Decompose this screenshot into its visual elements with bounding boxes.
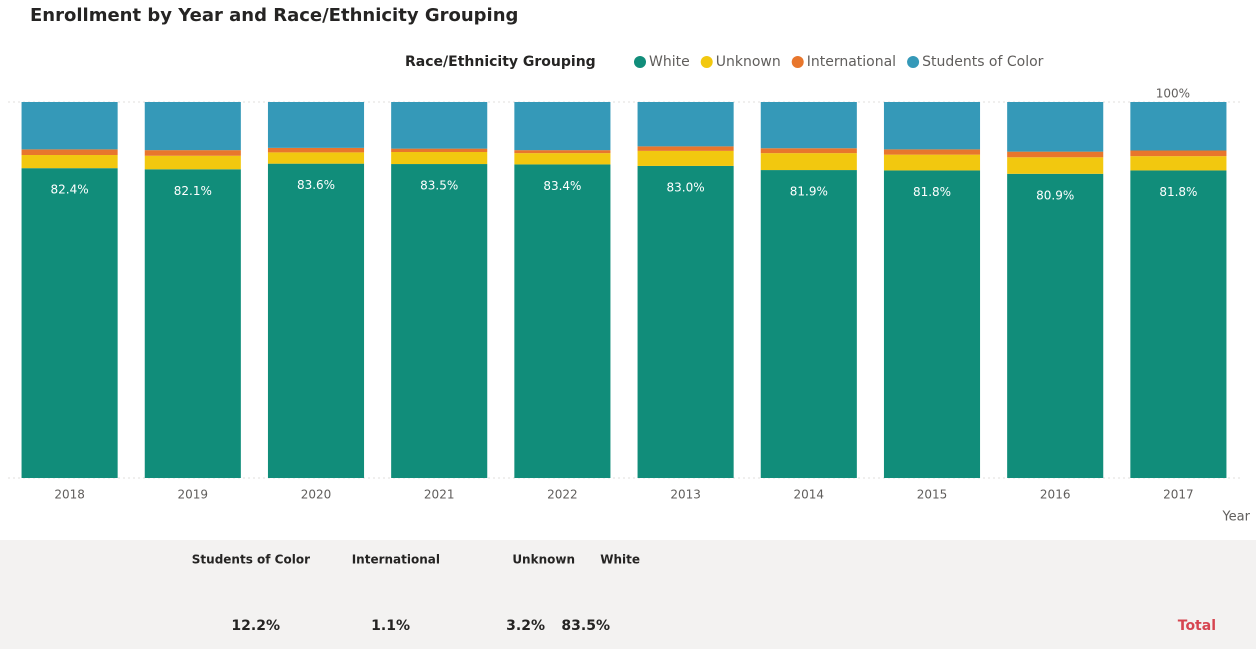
- bar-segment: [1007, 152, 1103, 158]
- data-label: 83.0%: [667, 180, 705, 194]
- legend-marker: [907, 56, 919, 68]
- data-label: 83.5%: [420, 179, 458, 193]
- bar-segment: [638, 166, 734, 478]
- data-label: 82.1%: [174, 184, 212, 198]
- dashboard: Enrollment by Year and Race/Ethnicity Gr…: [0, 0, 1256, 649]
- x-tick-label: 2017: [1163, 488, 1194, 502]
- table-header: International: [352, 553, 440, 567]
- table-total-label: Total: [1178, 618, 1216, 634]
- bar-segment: [884, 102, 980, 149]
- x-tick-label: 2015: [917, 488, 948, 502]
- bar-segment: [884, 170, 980, 478]
- bar-segment: [145, 102, 241, 150]
- y-tick-label: 100%: [1156, 87, 1190, 101]
- legend-title: Race/Ethnicity Grouping: [405, 54, 596, 70]
- bar-segment: [761, 170, 857, 478]
- data-label: 81.8%: [913, 185, 951, 199]
- bar-segment: [1130, 156, 1226, 170]
- bar-segment: [1007, 102, 1103, 152]
- bar-segment: [761, 148, 857, 153]
- table-header: Unknown: [512, 553, 575, 567]
- bar-segment: [514, 150, 610, 153]
- bar-segment: [761, 153, 857, 170]
- x-tick-label: 2019: [178, 488, 209, 502]
- table-total: 1.1%: [371, 618, 410, 634]
- bar-segment: [145, 156, 241, 170]
- data-label: 82.4%: [51, 183, 89, 197]
- legend-marker: [701, 56, 713, 68]
- x-tick-label: 2016: [1040, 488, 1071, 502]
- data-label: 83.4%: [543, 179, 581, 193]
- bar-segment: [884, 155, 980, 171]
- data-label: 80.9%: [1036, 188, 1074, 202]
- data-label: 81.8%: [1159, 185, 1197, 199]
- bar-segment: [391, 152, 487, 164]
- x-tick-label: 2018: [54, 488, 85, 502]
- bar-segment: [761, 102, 857, 148]
- bar-segment: [22, 149, 118, 155]
- bar-segment: [514, 153, 610, 164]
- legend-label: International: [807, 54, 896, 70]
- legend-marker: [634, 56, 646, 68]
- bar-segment: [884, 149, 980, 154]
- bar-segment: [1130, 102, 1226, 151]
- bar-segment: [145, 169, 241, 478]
- x-axis-label: Year: [1221, 510, 1250, 525]
- bar-segment: [1130, 151, 1226, 157]
- bar-segment: [268, 148, 364, 153]
- legend-label: White: [649, 54, 690, 70]
- bar-segment: [391, 164, 487, 478]
- bar-segment: [1130, 170, 1226, 478]
- table-total: 12.2%: [231, 618, 280, 634]
- legend-label: Unknown: [716, 54, 781, 70]
- legend-marker: [792, 56, 804, 68]
- table-header: White: [600, 553, 640, 567]
- data-label: 83.6%: [297, 178, 335, 192]
- bar-segment: [22, 168, 118, 478]
- bar-segment: [22, 155, 118, 168]
- bar-segment: [268, 152, 364, 163]
- bar-segment: [22, 102, 118, 149]
- bar-segment: [391, 102, 487, 149]
- table-total: 83.5%: [561, 618, 610, 634]
- x-tick-label: 2014: [794, 488, 825, 502]
- chart-title: Enrollment by Year and Race/Ethnicity Gr…: [30, 5, 518, 26]
- table-header: Students of Color: [192, 553, 310, 567]
- bar-segment: [145, 150, 241, 156]
- table-total: 3.2%: [506, 618, 545, 634]
- bar-segment: [1007, 157, 1103, 174]
- x-tick-label: 2013: [670, 488, 701, 502]
- bar-segment: [268, 164, 364, 478]
- bar-segment: [514, 164, 610, 478]
- bar-segment: [1007, 174, 1103, 478]
- x-tick-label: 2020: [301, 488, 332, 502]
- data-label: 81.9%: [790, 185, 828, 199]
- bar-segment: [391, 149, 487, 152]
- bar-segment: [638, 151, 734, 166]
- legend-label: Students of Color: [922, 54, 1044, 70]
- bar-segment: [638, 146, 734, 151]
- bar-segment: [268, 102, 364, 148]
- x-tick-label: 2021: [424, 488, 455, 502]
- bar-segment: [638, 102, 734, 146]
- x-tick-label: 2022: [547, 488, 578, 502]
- bar-segment: [514, 102, 610, 150]
